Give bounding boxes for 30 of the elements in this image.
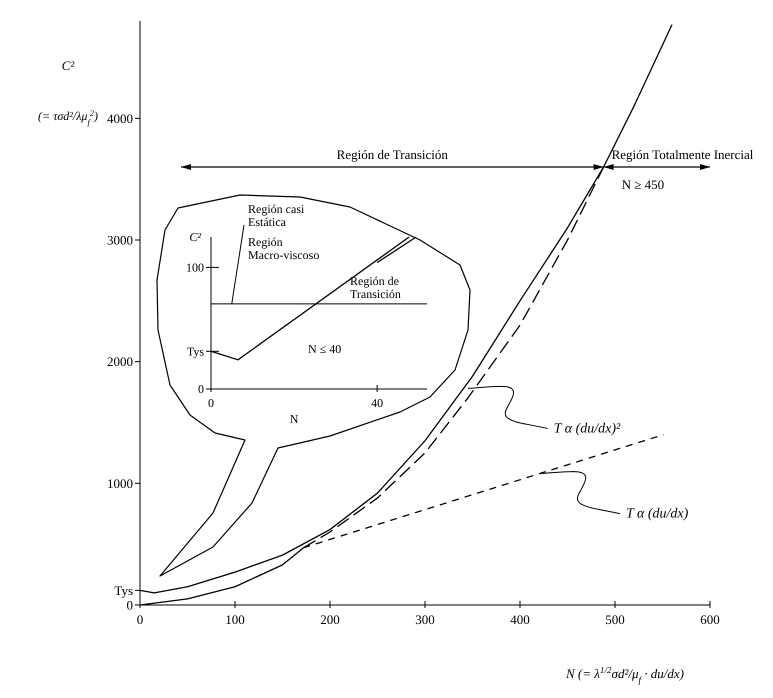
y-axis-title: C² (189, 230, 202, 244)
y-tick-label: 4000 (107, 110, 133, 126)
x-tick-label: 40 (371, 396, 384, 410)
annotation: Región Totalmente Inercial (612, 147, 754, 162)
x-tick-label: 400 (510, 612, 530, 627)
annotation: Región Macro-viscoso (248, 235, 320, 262)
x-tick-label: 300 (415, 612, 435, 627)
x-tick-label: 0 (136, 612, 144, 627)
y-tick-label: 2000 (107, 354, 133, 370)
annotation: Región de Transición (350, 274, 401, 301)
y-tick-label: 3000 (107, 232, 133, 248)
y-tick-label: 100 (186, 260, 204, 275)
annotation: T α (du/dx)² (554, 421, 622, 436)
x-axis-title: N (= λ$^{1/2}$σd²/μ$_{f}$ · du/dx) (565, 665, 684, 685)
annotation: N ≤ 40 (308, 342, 342, 356)
annotation: Región casi Estática (248, 202, 305, 229)
annotation: Región de Transición (336, 147, 448, 162)
x-tick-label: 200 (320, 612, 340, 627)
y-tick-label: 0 (198, 382, 204, 396)
x-tick-label: 500 (605, 612, 625, 627)
annotation: T α (du/dx) (626, 506, 689, 522)
x-axis-title: N (290, 412, 299, 426)
y-tick-label: Tys (186, 344, 204, 359)
y-tick-label: Tys (114, 582, 133, 598)
x-tick-label: 100 (225, 612, 245, 627)
y-tick-label: 1000 (107, 476, 133, 491)
y-tick-label: 0 (126, 598, 133, 613)
text: C² (= τσd²/λμ$_{f}$$^{2}$) (38, 58, 98, 126)
x-tick-label: 600 (700, 612, 720, 627)
annotation: N ≥ 450 (622, 177, 664, 192)
